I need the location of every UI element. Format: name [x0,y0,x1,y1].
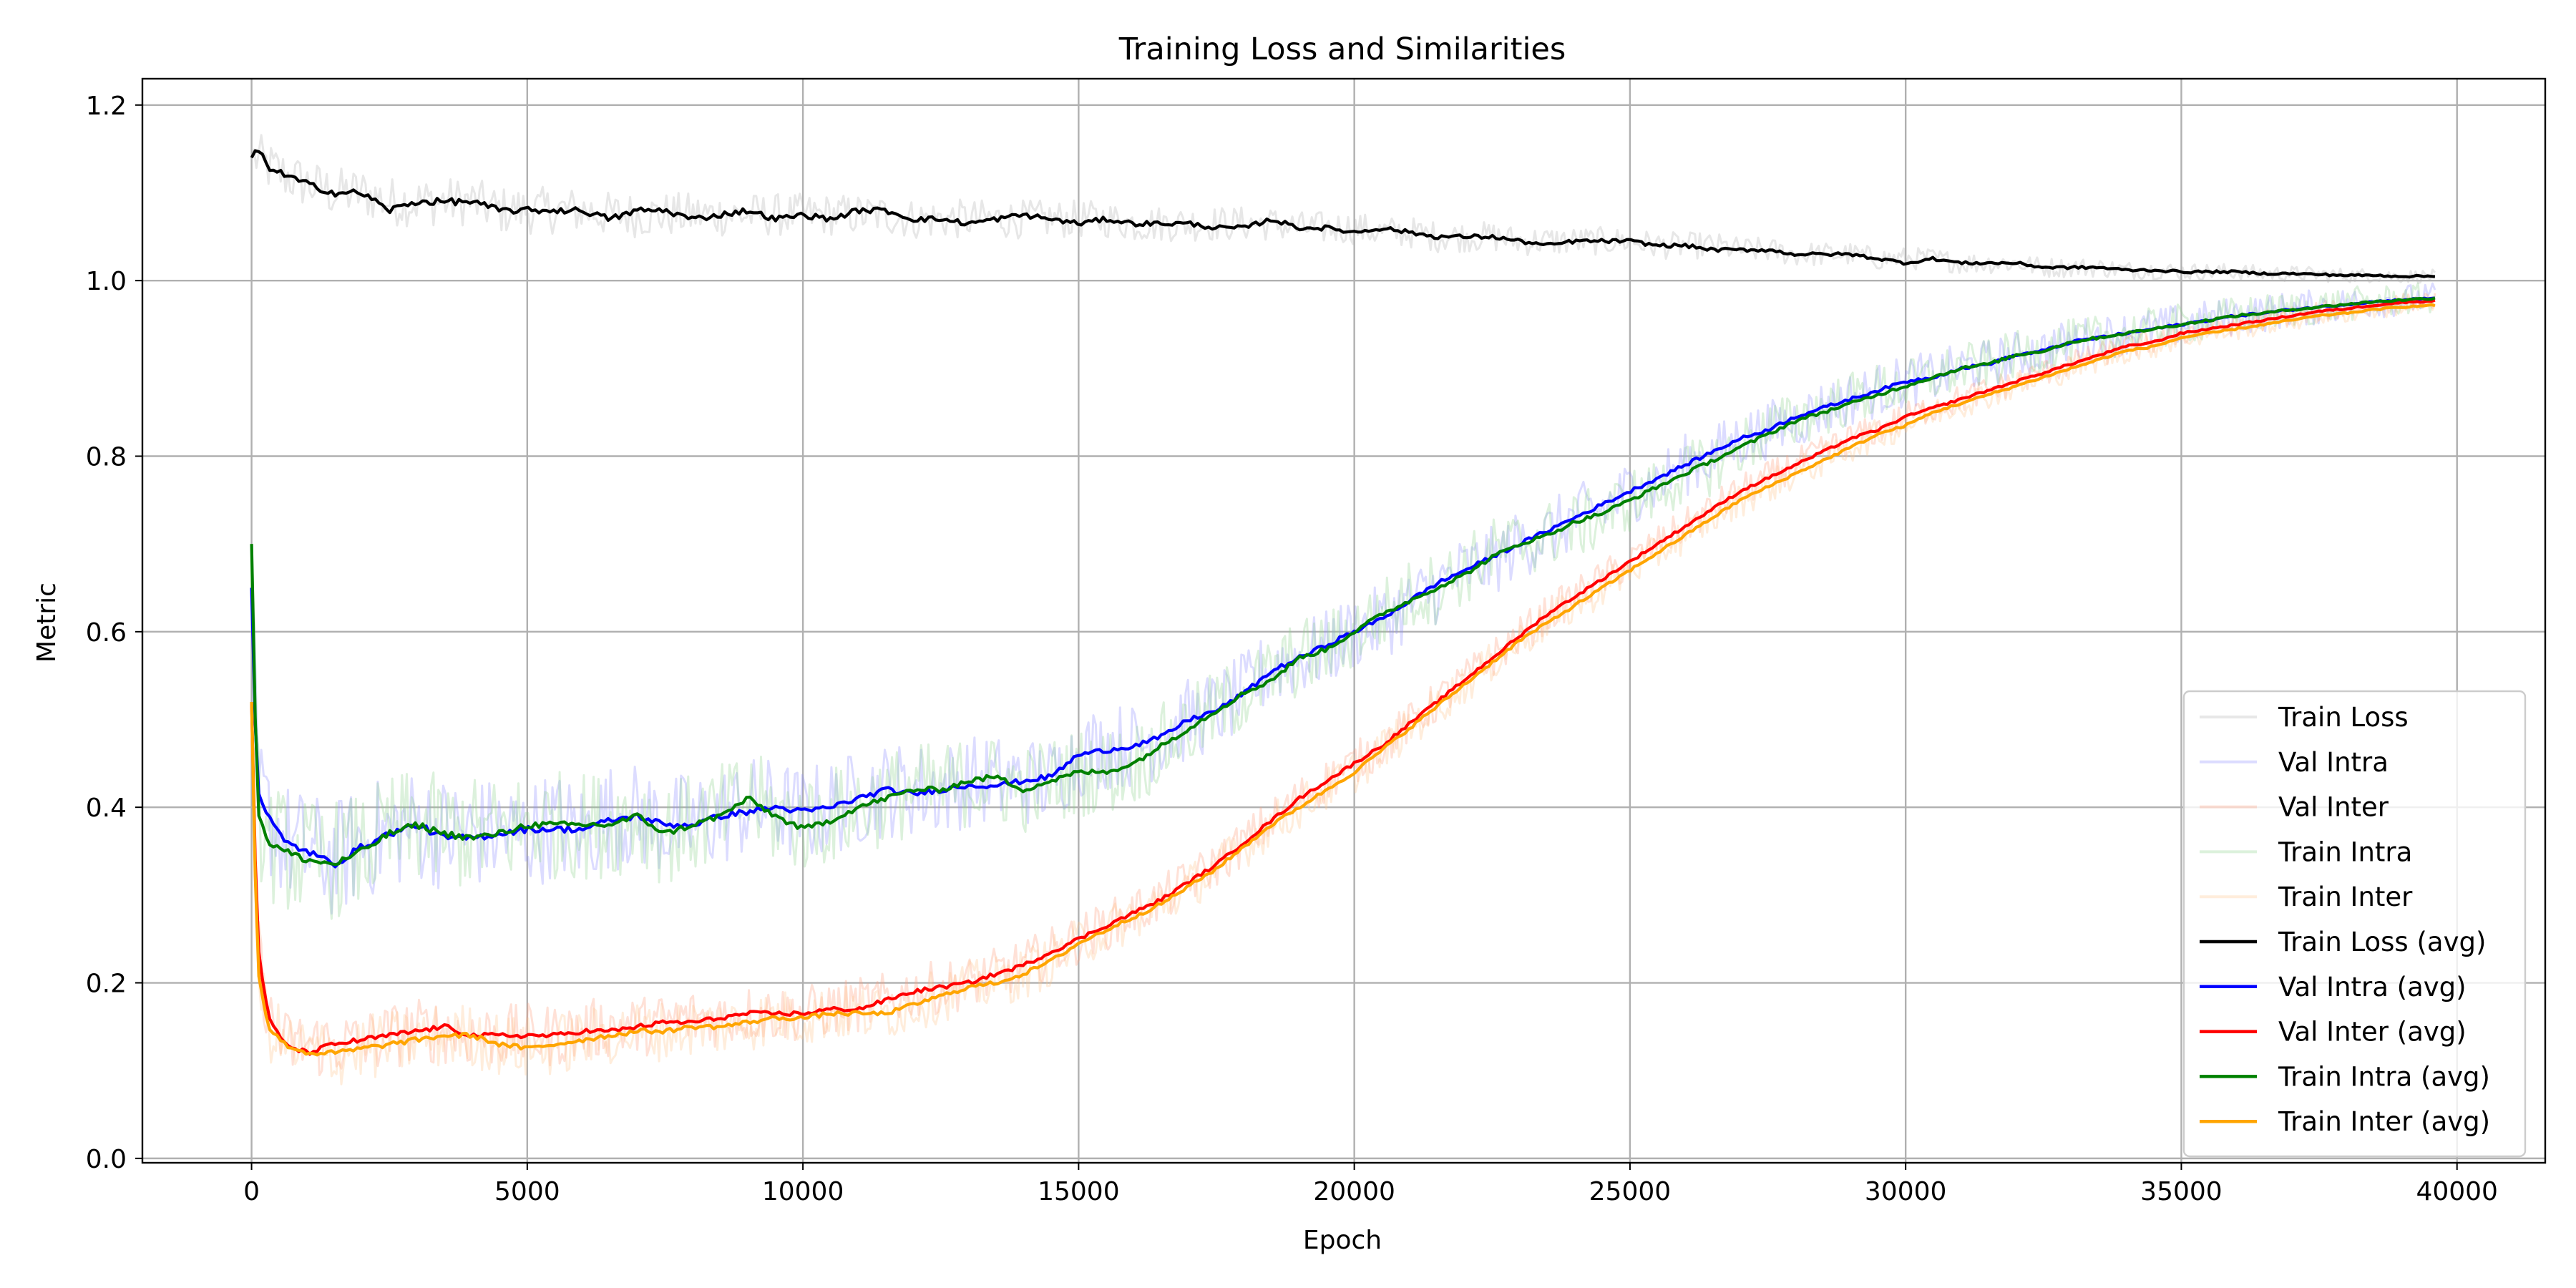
x-tick-label: 10000 [762,1177,844,1206]
series-line [250,298,2436,1056]
series-line [250,134,2436,284]
axis-ticks: 0 5000 10000 15000 20000 25000 30000 35000 40000… [86,92,2498,1206]
series-line [250,282,2436,920]
legend-label: Val Intra [2278,747,2389,778]
y-tick-label: 0.0 [86,1145,127,1174]
legend-label: Val Intra (avg) [2278,972,2467,1002]
series-line [250,296,2436,1085]
x-tick-label: 40000 [2416,1177,2498,1206]
y-tick-label: 0.6 [86,618,127,648]
y-tick-label: 0.8 [86,442,127,472]
x-tick-label: 15000 [1038,1177,1120,1206]
y-tick-label: 1.0 [86,267,127,296]
x-tick-label: 5000 [494,1177,560,1206]
x-tick-label: 30000 [1865,1177,1947,1206]
chart-title: Training Loss and Similarities [1118,31,1566,67]
legend-box [2182,690,2527,1158]
series-line [250,303,2436,1057]
legend-label: Train Loss (avg) [2278,927,2486,957]
legend-label: Val Inter (avg) [2278,1017,2467,1048]
plot-frame [141,77,2547,1164]
y-axis-label: Metric [32,582,62,663]
y-tick-label: 1.2 [86,92,127,121]
x-tick-label: 20000 [1313,1177,1395,1206]
grid [142,79,2545,1163]
legend-label: Train Inter (avg) [2278,1106,2490,1137]
series-group [250,134,2436,1085]
y-tick-label: 0.2 [86,970,127,999]
legend-label: Val Inter [2278,792,2389,823]
y-tick-label: 0.4 [86,794,127,823]
legend-label: Train Intra [2278,836,2412,867]
legend-label: Train Loss [2278,702,2409,733]
series-line [250,149,2436,279]
x-tick-label: 0 [243,1177,260,1206]
legend-label: Train Intra (avg) [2278,1061,2490,1092]
series-line [250,296,2436,867]
x-tick-label: 25000 [1589,1177,1672,1206]
legend-label: Train Inter [2278,882,2413,912]
legend: Train Loss Val Intra Val Inter Train Intra T… [2182,690,2527,1158]
x-tick-label: 35000 [2140,1177,2223,1206]
x-axis-label: Epoch [1303,1226,1382,1255]
